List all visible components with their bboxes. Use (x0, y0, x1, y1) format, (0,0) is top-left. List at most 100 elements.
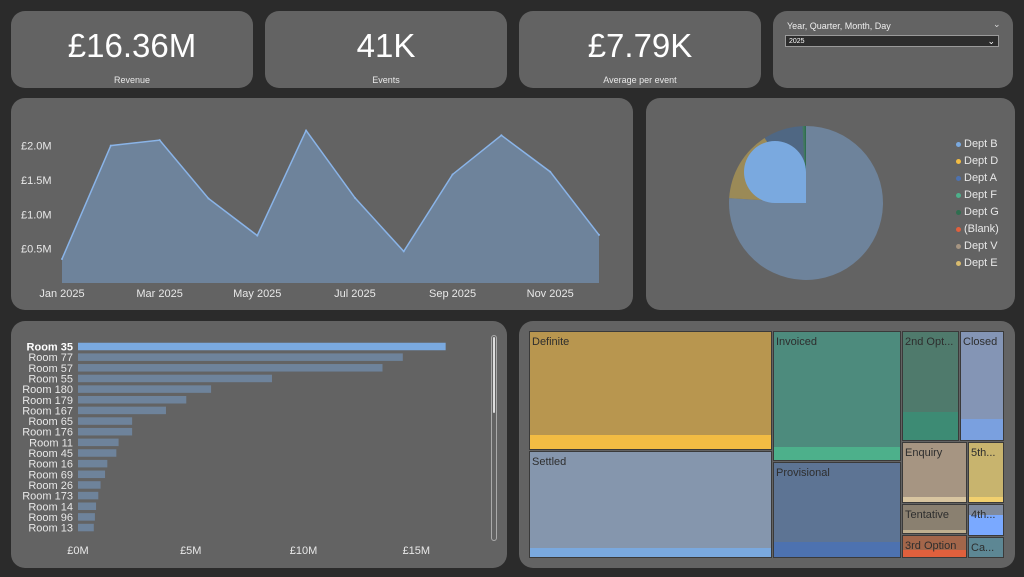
bar[interactable] (78, 459, 108, 468)
legend-label: Dept D (964, 155, 999, 167)
treemap-tile-accent (969, 497, 1003, 502)
bar[interactable] (78, 374, 272, 383)
department-pie-chart: Dept B Dept D Dept A Dept F Dept G (Blan… (646, 98, 1015, 310)
y-tick-label: £0.5M (21, 244, 52, 256)
kpi-label: Revenue (113, 75, 151, 85)
treemap-tile-accent (530, 548, 771, 557)
area-point[interactable] (305, 129, 308, 132)
treemap-tile[interactable]: Provisional (773, 462, 901, 558)
treemap-tile-accent (774, 447, 900, 460)
treemap-tile[interactable]: 3rd Option (902, 535, 967, 558)
bar-category-label: Room 180 (22, 384, 73, 396)
year-dropdown[interactable]: 2025 ⌄ (785, 35, 999, 47)
area-point[interactable] (549, 170, 552, 173)
bar[interactable] (78, 481, 101, 489)
treemap-tile-accent (774, 542, 900, 557)
area-point[interactable] (500, 134, 503, 137)
legend-item[interactable]: Dept A (956, 170, 999, 187)
treemap-tile-accent (903, 530, 966, 533)
date-filter-slicer: Year, Quarter, Month, Day ⌄ 2025 ⌄ (773, 11, 1013, 88)
scrollbar[interactable] (491, 335, 497, 541)
scrollbar-thumb[interactable] (493, 337, 495, 413)
treemap-tile[interactable]: Invoiced (773, 331, 901, 461)
treemap-tile-label: 5th... (971, 447, 996, 459)
legend-item[interactable]: Dept G (956, 204, 999, 221)
pie-inner-slice[interactable] (744, 141, 806, 203)
treemap-tile[interactable]: Closed (960, 331, 1004, 441)
area-point[interactable] (598, 233, 600, 236)
area-point[interactable] (158, 139, 161, 142)
treemap-tile-accent (961, 419, 1003, 440)
bar-category-label: Room 55 (28, 373, 73, 385)
treemap-tile-label: Enquiry (905, 447, 943, 459)
area-point[interactable] (61, 257, 63, 260)
legend-item[interactable]: Dept B (956, 136, 999, 153)
legend-item[interactable]: (Blank) (956, 221, 999, 238)
bar[interactable] (78, 417, 133, 425)
bar-category-label: Room 57 (28, 363, 73, 375)
area-point[interactable] (256, 234, 259, 237)
bar-category-label: Room 77 (28, 352, 73, 364)
area-point[interactable] (109, 144, 112, 147)
legend-item[interactable]: Dept F (956, 187, 999, 204)
bar[interactable] (78, 342, 446, 351)
chevron-down-icon: ⌄ (987, 36, 995, 46)
area-point[interactable] (207, 197, 210, 200)
treemap-area: Definite Settled Invoiced Provisional 2nd Op… (529, 331, 1005, 559)
treemap-tile-accent (903, 550, 966, 557)
kpi-card-average[interactable]: £7.79K Average per event (519, 11, 761, 88)
bar-category-label: Room 26 (28, 480, 73, 492)
kpi-card-revenue[interactable]: £16.36M Revenue (11, 11, 253, 88)
legend-label: Dept V (964, 240, 998, 252)
legend-label: (Blank) (964, 223, 999, 235)
area-chart-svg: £0.5M £1.0M £1.5M £2.0M Jan 2025 Mar 2025 May … (21, 129, 600, 300)
bar[interactable] (78, 491, 99, 500)
treemap-tile[interactable]: Settled (529, 451, 772, 558)
bar[interactable] (78, 406, 166, 415)
treemap-tile[interactable]: 5th... (968, 442, 1004, 503)
legend-label: Dept A (964, 172, 998, 184)
pie-chart-svg (729, 126, 883, 280)
area-point[interactable] (451, 173, 454, 176)
legend-item[interactable]: Dept D (956, 153, 999, 170)
bar[interactable] (78, 502, 97, 511)
kpi-value: 41K (356, 27, 416, 64)
treemap-tile[interactable]: 4th... (968, 504, 1004, 536)
area-point[interactable] (402, 250, 405, 253)
treemap-tile-label: Ca... (971, 542, 995, 554)
treemap-tile[interactable]: Tentative (902, 504, 967, 534)
bar[interactable] (78, 364, 383, 372)
legend-label: Dept B (964, 138, 998, 150)
treemap-tile[interactable]: Ca... (968, 537, 1004, 558)
bar[interactable] (78, 396, 187, 404)
y-tick-label: £1.5M (21, 175, 52, 187)
x-tick-label: Jan 2025 (39, 288, 84, 300)
legend-item[interactable]: Dept V (956, 238, 999, 255)
legend-item[interactable]: Dept E (956, 255, 999, 272)
legend-dot (956, 193, 961, 198)
treemap-tile[interactable]: 2nd Opt... (902, 331, 959, 441)
treemap-tile-accent (969, 515, 1003, 535)
chevron-down-icon[interactable]: ⌄ (993, 19, 1001, 29)
bar[interactable] (78, 385, 212, 393)
bar[interactable] (78, 513, 95, 521)
bar[interactable] (78, 449, 117, 457)
legend-dot (956, 244, 961, 249)
bar[interactable] (78, 523, 94, 532)
x-tick-label: May 2025 (233, 288, 281, 300)
legend-dot (956, 210, 961, 215)
area-point[interactable] (353, 196, 356, 199)
bar[interactable] (78, 470, 106, 479)
treemap-tile[interactable]: Enquiry (902, 442, 967, 503)
x-tick-label: £5M (180, 545, 201, 557)
bar-category-label: Room 96 (28, 512, 73, 524)
treemap-tile[interactable]: Definite (529, 331, 772, 450)
x-tick-label: £10M (290, 545, 318, 557)
treemap-tile-label: Definite (532, 336, 570, 348)
bar[interactable] (78, 438, 119, 447)
bar[interactable] (78, 353, 403, 361)
legend-label: Dept G (964, 206, 999, 218)
kpi-card-events[interactable]: 41K Events (265, 11, 507, 88)
legend-dot (956, 261, 961, 266)
bar[interactable] (78, 427, 133, 436)
